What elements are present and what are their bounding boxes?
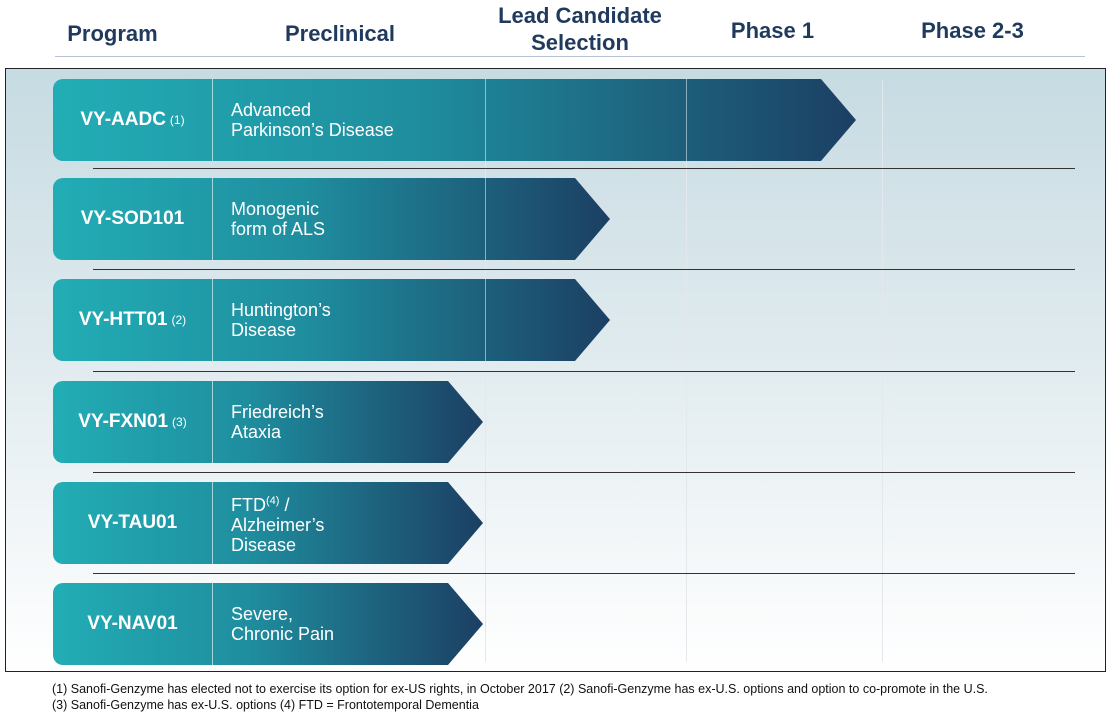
stage-divider: [686, 79, 687, 161]
program-label: VY-FXN01: [78, 411, 169, 432]
indication: Severe, Chronic Pain: [231, 583, 334, 665]
program-name: VY-TAU01: [53, 482, 213, 564]
program-label: VY-SOD101: [80, 208, 185, 229]
header-lead-line1: Lead Candidate: [498, 3, 662, 28]
indication: Advanced Parkinson’s Disease: [231, 79, 394, 161]
stage-divider: [485, 79, 486, 161]
row-separator: [93, 371, 1075, 372]
row-separator: [93, 269, 1075, 270]
pipeline-bar: VY-FXN01 (3) Friedreich’s Ataxia: [53, 381, 483, 463]
footnote-2: (3) Sanofi-Genzyme has ex-U.S. options (…: [52, 698, 479, 712]
program-label: VY-AADC: [80, 109, 166, 130]
indication-line: Disease: [231, 535, 297, 555]
indication-line: form of ALS: [231, 219, 326, 239]
indication: Friedreich’s Ataxia: [231, 381, 324, 463]
program-footnote-ref: (1): [169, 113, 185, 127]
indication-line: Disease: [231, 320, 297, 340]
header-phase23: Phase 2-3: [921, 18, 1024, 43]
pipeline-bar: VY-SOD101 Monogenic form of ALS: [53, 178, 610, 260]
program-name: VY-SOD101: [53, 178, 213, 260]
row-separator: [93, 168, 1075, 169]
indication-line: Parkinson’s Disease: [231, 120, 394, 140]
program-label: VY-NAV01: [87, 613, 178, 634]
program-name: VY-NAV01: [53, 583, 213, 665]
program-name: VY-AADC (1): [53, 79, 213, 161]
indication-line: Huntington’s: [231, 300, 331, 320]
indication-line: Alzheimer’s: [231, 515, 325, 535]
header-divider: [55, 56, 1085, 57]
row-separator: [93, 472, 1075, 473]
indication: FTD(4) / Alzheimer’s Disease: [231, 482, 324, 564]
program-footnote-ref: (3): [172, 415, 187, 429]
indication-line: Advanced: [231, 100, 312, 120]
stage-divider: [485, 279, 486, 361]
pipeline-bar: VY-NAV01 Severe, Chronic Pain: [53, 583, 483, 665]
row-separator: [93, 573, 1075, 574]
indication-line: FTD: [231, 495, 266, 515]
indication-line: Severe,: [231, 604, 294, 624]
header-program: Program: [67, 21, 158, 46]
indication-line: Chronic Pain: [231, 624, 335, 644]
indication-line: Monogenic: [231, 199, 320, 219]
indication-footnote-ref: (4): [266, 495, 280, 507]
pipeline-bar: VY-HTT01 (2) Huntington’s Disease: [53, 279, 610, 361]
pipeline-bar: VY-TAU01 FTD(4) / Alzheimer’s Disease: [53, 482, 483, 564]
header-lead-line2: Selection: [531, 30, 629, 55]
indication-line: Friedreich’s: [231, 402, 324, 422]
pipeline-bar: VY-AADC (1) Advanced Parkinson’s Disease: [53, 79, 856, 161]
stage-divider: [485, 178, 486, 260]
program-name: VY-FXN01 (3): [53, 381, 213, 463]
indication: Monogenic form of ALS: [231, 178, 325, 260]
program-label: VY-HTT01: [78, 309, 168, 330]
indication: Huntington’s Disease: [231, 279, 331, 361]
program-footnote-ref: (2): [171, 313, 187, 327]
header-preclinical: Preclinical: [284, 21, 396, 46]
program-name: VY-HTT01 (2): [53, 279, 213, 361]
header-phase1: Phase 1: [730, 18, 815, 43]
footnote-1: (1) Sanofi-Genzyme has elected not to ex…: [52, 682, 988, 696]
indication-line: Ataxia: [231, 422, 282, 442]
indication-line: /: [284, 495, 290, 515]
program-label: VY-TAU01: [87, 512, 178, 533]
header-lead-candidate: Lead Candidate Selection: [470, 2, 690, 56]
